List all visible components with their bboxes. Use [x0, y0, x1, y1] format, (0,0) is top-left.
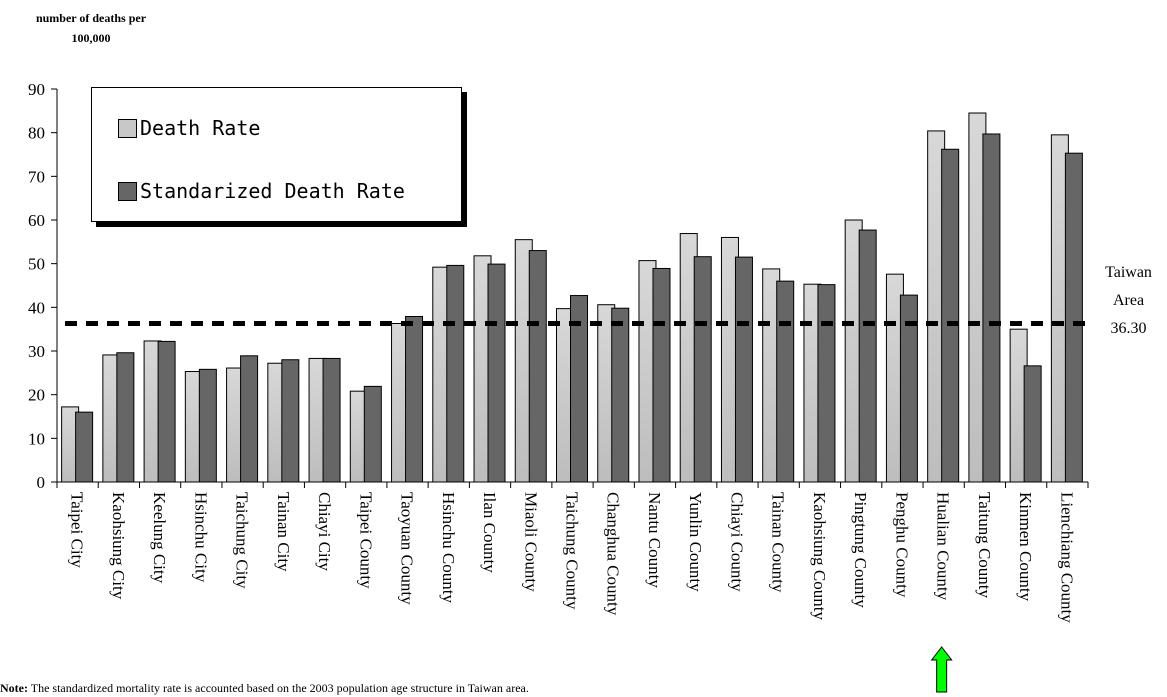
- bar-standardized-13: [612, 308, 629, 482]
- legend-item-standardized-death-rate: Standarized Death Rate: [118, 179, 405, 203]
- y-tick-label-80: 80: [28, 124, 45, 143]
- bar-standardized-22: [983, 134, 1000, 482]
- reference-line-label: Taiwan Area 36.30: [1090, 259, 1167, 343]
- y-tick-label-30: 30: [28, 342, 45, 361]
- x-tick-label-1: Kaohsiung City: [109, 492, 128, 600]
- bar-standardized-15: [694, 257, 711, 482]
- x-tick-label-3: Hsinchu City: [191, 492, 210, 583]
- x-tick-label-20: Penghu County: [892, 492, 911, 598]
- x-tick-label-12: Taichung County: [563, 492, 582, 610]
- x-tick-label-4: Taichung City: [233, 492, 252, 589]
- legend-label-standardized-death-rate: Standarized Death Rate: [140, 179, 405, 203]
- x-tick-label-6: Chiayi City: [315, 492, 334, 571]
- bar-standardized-11: [529, 251, 546, 482]
- bar-standardized-10: [488, 264, 505, 482]
- x-tick-label-11: Miaoli County: [521, 492, 540, 592]
- bar-standardized-24: [1065, 153, 1082, 482]
- reference-label-line2: Area: [1090, 287, 1167, 315]
- x-tick-label-9: Hsinchu County: [439, 492, 458, 603]
- reference-label-value: 36.30: [1090, 315, 1167, 343]
- x-tick-label-0: Taipei City: [68, 492, 87, 568]
- bar-standardized-3: [199, 369, 216, 482]
- bar-standardized-9: [447, 265, 464, 482]
- bar-standardized-21: [942, 149, 959, 482]
- bar-standardized-5: [282, 360, 299, 482]
- y-tick-label-20: 20: [28, 386, 45, 405]
- legend-swatch-standardized-death-rate: [118, 182, 137, 201]
- y-tick-label-0: 0: [37, 473, 46, 492]
- bar-standardized-23: [1024, 366, 1041, 482]
- bar-standardized-17: [777, 281, 794, 482]
- bar-standardized-1: [117, 353, 134, 482]
- x-tick-label-21: Hualian County: [934, 492, 953, 601]
- bar-standardized-14: [653, 268, 670, 482]
- y-tick-label-70: 70: [28, 167, 45, 186]
- bar-standardized-19: [859, 230, 876, 482]
- x-tick-label-5: Tainan City: [274, 492, 293, 572]
- x-tick-label-15: Yunlin County: [686, 492, 705, 592]
- up-arrow-icon: [932, 647, 952, 692]
- legend-label-death-rate: Death Rate: [140, 116, 260, 140]
- x-tick-label-8: Taoyuan County: [398, 492, 417, 605]
- bar-standardized-18: [818, 285, 835, 482]
- y-axis: 0 10 20 30 40 50 60 70 80 90: [28, 80, 57, 492]
- y-tick-label-10: 10: [28, 429, 45, 448]
- bar-standardized-7: [364, 386, 381, 482]
- x-tick-label-17: Tainan County: [769, 492, 788, 593]
- x-axis: [57, 482, 1088, 488]
- y-axis-title-line1: number of deaths per: [6, 8, 176, 28]
- footnote: Note: The standardized mortality rate is…: [0, 681, 529, 696]
- y-tick-label-60: 60: [28, 211, 45, 230]
- highlight-marker: [932, 647, 952, 692]
- y-axis-title: number of deaths per 100,000: [6, 8, 176, 48]
- x-tick-label-13: Changhua County: [604, 492, 623, 616]
- x-tick-label-19: Pingtung County: [851, 492, 870, 608]
- bar-standardized-6: [323, 358, 340, 482]
- legend: Death Rate Standarized Death Rate: [91, 87, 462, 222]
- bar-standardized-16: [735, 257, 752, 482]
- x-tick-label-24: Lienchiang County: [1057, 492, 1076, 623]
- x-tick-label-16: Chiayi County: [727, 492, 746, 592]
- x-tick-label-10: Ilan County: [480, 492, 499, 573]
- legend-item-death-rate: Death Rate: [118, 116, 260, 140]
- bar-standardized-4: [241, 356, 258, 482]
- bar-standardized-8: [406, 317, 423, 482]
- x-tick-label-22: Taitung County: [975, 492, 994, 599]
- bar-standardized-2: [158, 341, 175, 482]
- footnote-label: Note:: [0, 681, 28, 695]
- footnote-text: The standardized mortality rate is accou…: [28, 681, 529, 695]
- legend-swatch-death-rate: [118, 119, 137, 138]
- x-tick-label-2: Keelung City: [150, 492, 169, 584]
- x-tick-label-7: Taipei County: [356, 492, 375, 589]
- y-tick-label-40: 40: [28, 298, 45, 317]
- x-tick-label-14: Nantu County: [645, 492, 664, 588]
- x-tick-label-18: Kaohsiung County: [810, 492, 829, 620]
- y-tick-label-90: 90: [28, 80, 45, 99]
- x-tick-label-23: Kinmen County: [1016, 492, 1035, 602]
- x-tick-labels: Taipei City Kaohsiung City Keelung City Hsi…: [68, 492, 1077, 623]
- bar-standardized-0: [76, 412, 93, 482]
- y-tick-label-50: 50: [28, 255, 45, 274]
- y-axis-title-line2: 100,000: [6, 28, 176, 48]
- reference-label-line1: Taiwan: [1090, 259, 1167, 287]
